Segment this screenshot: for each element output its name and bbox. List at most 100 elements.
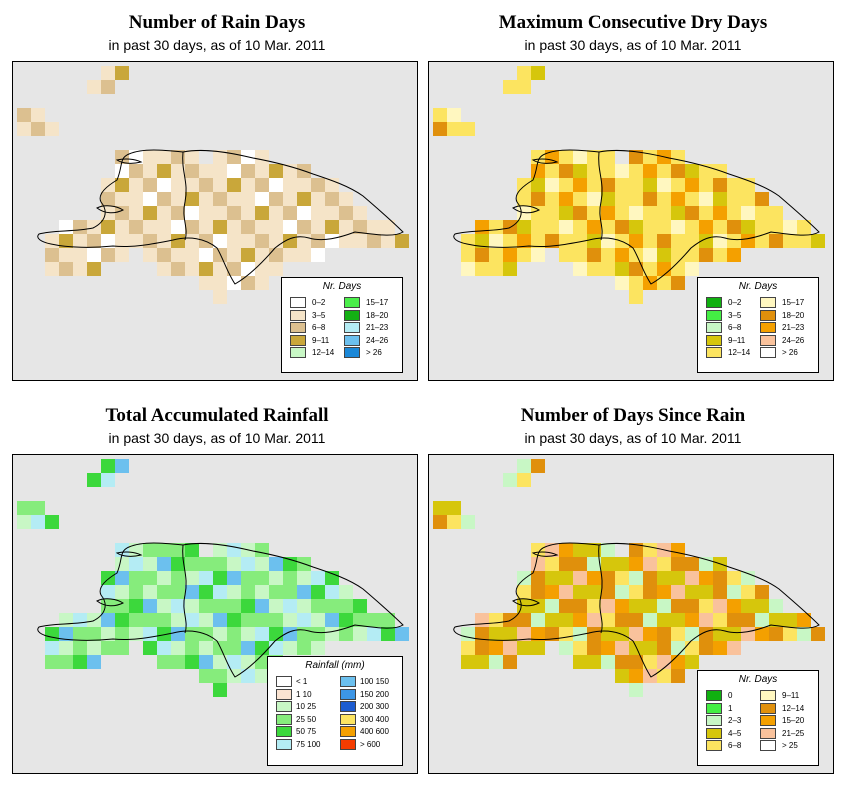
grid-cell (101, 192, 115, 206)
legend-swatch (290, 309, 306, 321)
grid-cell (297, 192, 311, 206)
grid-cell (45, 262, 59, 276)
grid-cell (671, 641, 685, 655)
grid-cell (283, 192, 297, 206)
legend-label: 75 100 (296, 739, 321, 749)
grid-cell (517, 80, 531, 94)
grid-cell (643, 248, 657, 262)
grid-cell (185, 557, 199, 571)
grid-cell (381, 220, 395, 234)
grid-cell (671, 164, 685, 178)
grid-cell (115, 585, 129, 599)
grid-cell (755, 206, 769, 220)
grid-cell (297, 220, 311, 234)
grid-cell (657, 585, 671, 599)
grid-cell (185, 641, 199, 655)
grid-cell (339, 192, 353, 206)
grid-cell (283, 641, 297, 655)
grid-cell (433, 501, 447, 515)
grid-cell (699, 220, 713, 234)
grid-cell (601, 543, 615, 557)
legend-swatch (276, 688, 292, 700)
legend-label: 15–17 (366, 298, 389, 307)
legend-swatch (760, 690, 776, 701)
grid-cell (199, 571, 213, 585)
grid-cell (171, 571, 185, 585)
grid-cell (185, 220, 199, 234)
grid-cell (227, 571, 241, 585)
grid-cell (171, 557, 185, 571)
legend-swatch (340, 713, 356, 725)
grid-cell (657, 276, 671, 290)
grid-map (17, 66, 409, 304)
grid-cell (671, 585, 685, 599)
grid-cell (241, 262, 255, 276)
grid-cell (629, 613, 643, 627)
grid-cell (475, 262, 489, 276)
grid-cell (143, 585, 157, 599)
grid-cell (517, 627, 531, 641)
grid-cell (311, 571, 325, 585)
legend-box: Nr. Days 0–2 3–5 6–8 9–11 12–14 15–17 18–20 21–… (281, 277, 403, 373)
grid-cell (213, 178, 227, 192)
grid-cell (171, 627, 185, 641)
grid-cell (811, 234, 825, 248)
legend-swatch (340, 726, 356, 737)
grid-cell (157, 178, 171, 192)
grid-cell (643, 220, 657, 234)
grid-cell (629, 599, 643, 613)
grid-cell (517, 613, 531, 627)
grid-cell (559, 585, 573, 599)
map-frame: Nr. Days 0–2 3–5 6–8 9–11 12–14 15–17 18–20 21–… (12, 61, 418, 381)
grid-cell (755, 613, 769, 627)
legend-swatch (706, 727, 722, 739)
grid-cell (769, 234, 783, 248)
grid-cell (31, 108, 45, 122)
grid-cell (643, 164, 657, 178)
grid-cell (311, 248, 325, 262)
legend-swatch (760, 740, 776, 751)
grid-cell (517, 571, 531, 585)
grid-cell (461, 627, 475, 641)
grid-cell (129, 571, 143, 585)
grid-cell (685, 571, 699, 585)
grid-cell (101, 248, 115, 262)
grid-cell (115, 599, 129, 613)
grid-cell (587, 599, 601, 613)
grid-cell (587, 192, 601, 206)
grid-cell (559, 178, 573, 192)
grid-cell (339, 206, 353, 220)
grid-cell (129, 192, 143, 206)
legend-swatch (344, 309, 360, 321)
grid-cell (699, 192, 713, 206)
grid-cell (213, 192, 227, 206)
grid-cell (559, 599, 573, 613)
grid-cell (433, 122, 447, 136)
grid-cell (629, 669, 643, 683)
grid-cell (227, 641, 241, 655)
grid-cell (685, 206, 699, 220)
legend-title: Rainfall (mm) (305, 660, 365, 671)
grid-cell (517, 641, 531, 655)
grid-cell (741, 585, 755, 599)
coastline-islands (96, 551, 143, 607)
grid-cell (503, 234, 517, 248)
grid-cell (185, 613, 199, 627)
grid-cell (73, 220, 87, 234)
grid-cell (489, 641, 503, 655)
grid-cell (297, 206, 311, 220)
grid-cell (213, 164, 227, 178)
grid-cell (615, 641, 629, 655)
legend-swatch (340, 676, 356, 687)
grid-cell (489, 234, 503, 248)
grid-cell (297, 234, 311, 248)
grid-cell (311, 206, 325, 220)
grid-cell (101, 585, 115, 599)
grid-cell (643, 178, 657, 192)
grid-cell (783, 220, 797, 234)
legend-label: 1 10 (296, 689, 312, 699)
grid-cell (461, 248, 475, 262)
legend-label: 150 200 (360, 689, 389, 699)
grid-cell (171, 262, 185, 276)
grid-cell (157, 220, 171, 234)
